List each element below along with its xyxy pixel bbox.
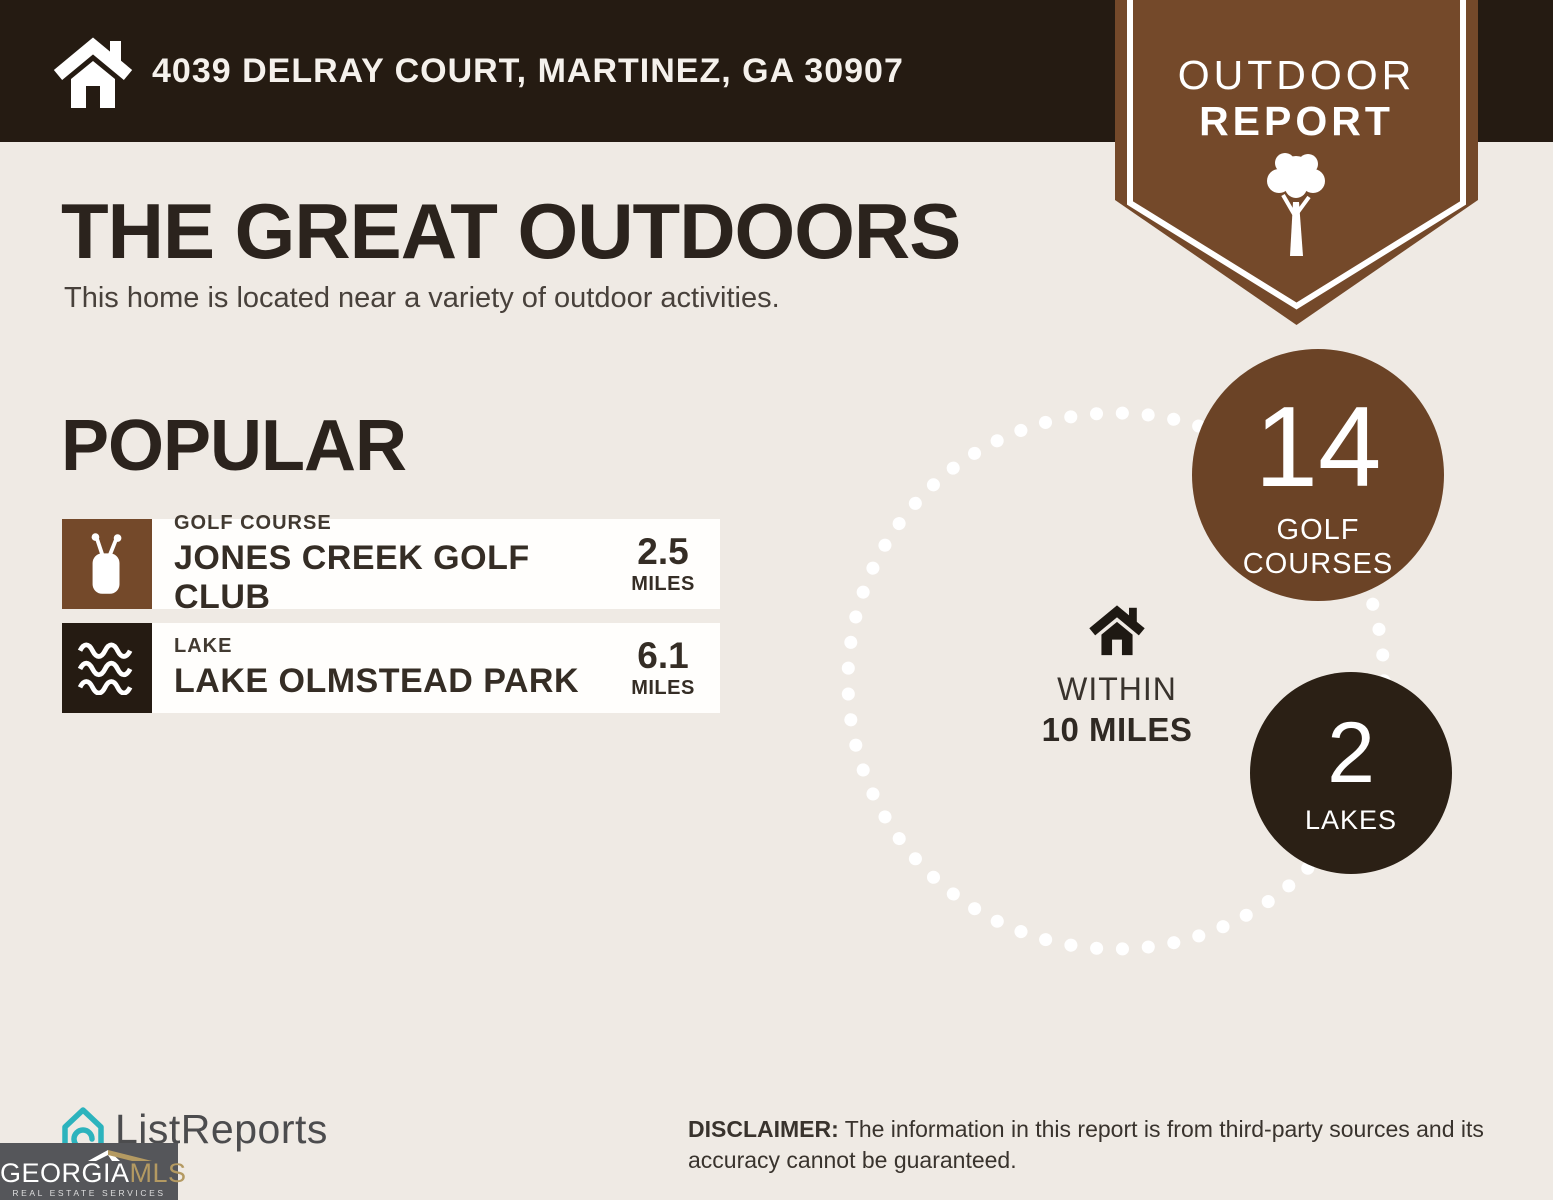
stat-label: GOLF COURSES xyxy=(1242,514,1394,581)
disclaimer-label: DISCLAIMER: xyxy=(688,1116,839,1142)
place-name: JONES CREEK GOLF CLUB xyxy=(174,538,530,616)
mls-wordmark-mls: MLS xyxy=(129,1158,187,1188)
list-item-lake: LAKE LAKE OLMSTEAD PARK 6.1 MILES xyxy=(62,623,720,713)
mls-wordmark: GEORGIAMLS xyxy=(0,1158,186,1189)
lake-card-body: LAKE LAKE OLMSTEAD PARK 6.1 MILES xyxy=(152,623,720,713)
golf-card-body: GOLF COURSE JONES CREEK GOLF CLUB 2.5 MI… xyxy=(152,512,720,616)
home-icon xyxy=(1089,605,1145,656)
house-icon xyxy=(53,37,133,108)
within-distance: 10 MILES xyxy=(1041,711,1193,748)
category-label: GOLF COURSE xyxy=(174,511,332,534)
distance-unit: MILES xyxy=(631,676,695,699)
page-subtitle: This home is located near a variety of o… xyxy=(64,282,780,314)
georgia-mls-logo: GEORGIAMLS REAL ESTATE SERVICES xyxy=(0,1143,186,1200)
mls-wordmark-georgia: GEORGIA xyxy=(0,1158,130,1188)
property-address: 4039 DELRAY COURT, MARTINEZ, GA 30907 xyxy=(152,51,904,90)
tree-icon xyxy=(1267,153,1325,256)
distance-value: 2.5 xyxy=(637,530,689,572)
within-radius-label: WITHIN 10 MILES xyxy=(1019,602,1215,749)
waves-icon xyxy=(77,642,133,695)
stat-value: 2 xyxy=(1327,705,1375,801)
mls-tagline: REAL ESTATE SERVICES xyxy=(12,1188,166,1198)
category-label: LAKE xyxy=(174,635,233,657)
ribbon-title-line1: OUTDOOR xyxy=(1177,52,1416,98)
disclaimer-text: The information in this report is from t… xyxy=(688,1116,1484,1173)
within-text: WITHIN xyxy=(1057,671,1177,707)
golf-icon-block xyxy=(62,519,152,609)
list-item-golf-course: GOLF COURSE JONES CREEK GOLF CLUB 2.5 MI… xyxy=(62,512,720,616)
disclaimer: DISCLAIMER: The information in this repo… xyxy=(688,1114,1553,1176)
golf-bag-icon xyxy=(91,533,122,594)
distance-block: 2.5 MILES xyxy=(624,533,702,596)
popular-heading: POPULAR xyxy=(61,406,407,486)
distance-block: 6.1 MILES xyxy=(624,637,702,700)
distance-unit: MILES xyxy=(631,572,695,595)
roof-icon xyxy=(88,1150,152,1161)
page-title: THE GREAT OUTDOORS xyxy=(61,187,961,275)
lake-icon-block xyxy=(62,623,152,713)
stat-value: 14 xyxy=(1254,384,1382,511)
stat-golf-courses: 14 GOLF COURSES xyxy=(1192,349,1444,601)
distance-value: 6.1 xyxy=(637,634,689,676)
ribbon-title-line2: REPORT xyxy=(1199,98,1394,144)
popular-list: GOLF COURSE JONES CREEK GOLF CLUB 2.5 MI… xyxy=(62,512,720,713)
place-name: LAKE OLMSTEAD PARK xyxy=(174,662,580,700)
stat-lakes: 2 LAKES xyxy=(1250,672,1452,874)
stat-label: LAKES xyxy=(1304,805,1398,835)
